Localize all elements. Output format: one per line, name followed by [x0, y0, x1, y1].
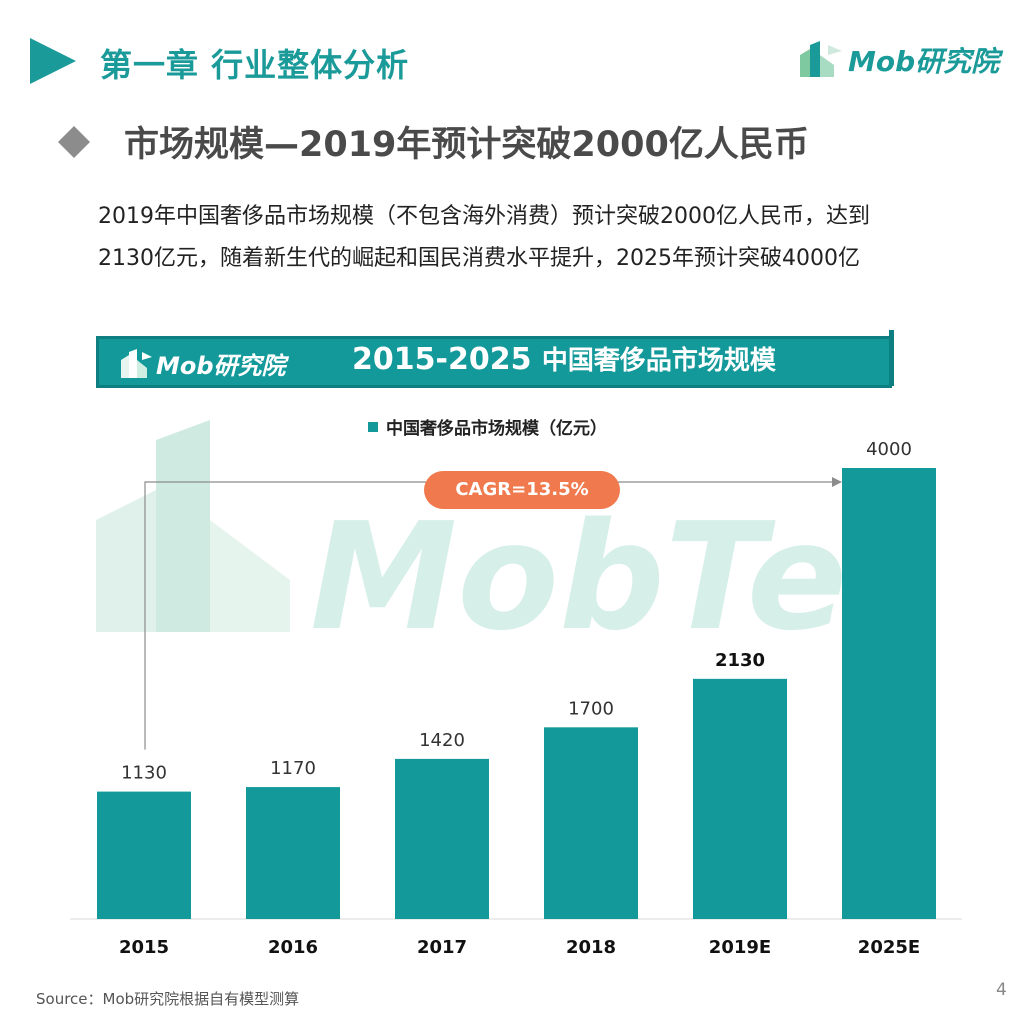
category-label-2018: 2018 — [566, 937, 616, 958]
category-label-2019E: 2019E — [709, 937, 771, 958]
cagr-badge: CAGR=13.5% — [424, 471, 620, 509]
source-note: Source：Mob研究院根据自有模型测算 — [36, 990, 300, 1008]
bar-2015 — [97, 791, 191, 919]
banner-logo: Mob研究院 — [120, 346, 286, 381]
category-label-2017: 2017 — [417, 937, 467, 958]
cagr-arrow-head-icon — [832, 477, 842, 487]
chart-banner — [96, 330, 894, 388]
mob-logo-icon — [121, 348, 152, 378]
category-label-2025E: 2025E — [858, 937, 920, 958]
value-label-2019E: 2130 — [715, 650, 765, 671]
legend-swatch — [368, 421, 378, 432]
banner-brand-name: Mob研究院 — [156, 352, 286, 380]
section-title: 市场规模—2019年预计突破2000亿人民币 — [124, 125, 809, 165]
value-label-2025E: 4000 — [866, 439, 912, 460]
chart-title-text: 中国奢侈品市场规模 — [541, 346, 776, 376]
bar-2025E — [842, 468, 936, 919]
chart-title-years: 2015-2025 — [352, 342, 532, 377]
bar-2017 — [395, 758, 489, 919]
diamond-bullet-icon — [58, 126, 90, 158]
watermark-logo-icon — [96, 420, 290, 632]
chart-title: 2015-2025 中国奢侈品市场规模 — [352, 340, 776, 377]
bar-2016 — [246, 787, 340, 919]
mob-logo-icon — [800, 41, 842, 77]
watermark-text: MobTec — [310, 491, 935, 663]
intro-paragraph: 2019年中国奢侈品市场规模（不包含海外消费）预计突破2000亿人民币，达到 2… — [98, 196, 958, 280]
chapter-title: 第一章 行业整体分析 — [100, 46, 410, 84]
intro-line-2: 2130亿元，随着新生代的崛起和国民消费水平提升，2025年预计突破4000亿 — [98, 246, 860, 271]
chart-legend: 中国奢侈品市场规模（亿元） — [368, 414, 607, 439]
value-label-2015: 1130 — [121, 763, 167, 784]
bar-2018 — [544, 727, 638, 919]
brand-logo: Mob研究院 — [798, 40, 999, 80]
intro-line-1: 2019年中国奢侈品市场规模（不包含海外消费）预计突破2000亿人民币，达到 — [98, 204, 870, 229]
chapter-arrow-icon — [30, 38, 76, 84]
value-label-2018: 1700 — [568, 698, 614, 719]
page-number: 4 — [996, 980, 1007, 1000]
legend-label: 中国奢侈品市场规模（亿元） — [386, 419, 607, 439]
brand-name: Mob研究院 — [848, 45, 1000, 78]
bar-2019E — [693, 678, 787, 919]
value-label-2016: 1170 — [270, 758, 316, 779]
category-label-2016: 2016 — [268, 937, 318, 958]
category-label-2015: 2015 — [119, 937, 169, 958]
value-label-2017: 1420 — [419, 730, 465, 751]
